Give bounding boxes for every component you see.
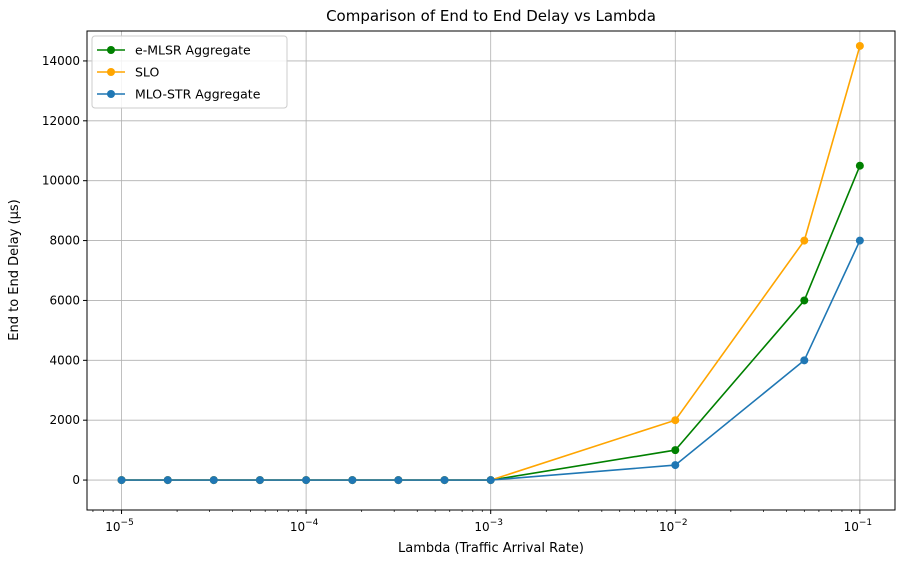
data-point [855, 161, 864, 170]
x-tick-label: 10−1 [844, 518, 873, 534]
x-tick-label: 10−5 [105, 518, 134, 534]
series-line [121, 240, 861, 481]
data-point [855, 236, 864, 245]
y-tick-label: 4000 [49, 353, 80, 367]
x-axis: 10−5 10−4 10−3 10−2 10−1 [92, 510, 873, 534]
chart-title: Comparison of End to End Delay vs Lambda [326, 7, 656, 25]
data-point [348, 476, 357, 485]
x-tick-label: 10−2 [659, 518, 688, 534]
x-tick-label: 10−4 [290, 518, 319, 534]
legend: e-MLSR Aggregate SLO MLO-STR Aggregate [91, 35, 288, 109]
y-tick-label: 8000 [49, 234, 80, 248]
data-point [255, 476, 264, 485]
x-axis-label: Lambda (Traffic Arrival Rate) [398, 541, 584, 556]
y-tick-label: 6000 [49, 293, 80, 307]
y-tick-label: 12000 [42, 114, 80, 128]
x-tick-label: 10−3 [474, 518, 503, 534]
y-axis-label: End to End Delay (µs) [7, 199, 22, 340]
data-point [800, 296, 809, 305]
legend-marker [107, 90, 115, 98]
data-point [486, 476, 495, 485]
legend-marker [107, 68, 115, 76]
legend-marker [107, 46, 115, 54]
legend-label: SLO [135, 65, 159, 80]
legend-label: MLO-STR Aggregate [135, 87, 261, 102]
data-point [671, 446, 680, 455]
data-point [209, 476, 218, 485]
legend-box [91, 35, 288, 109]
data-point [671, 416, 680, 425]
data-point [671, 461, 680, 470]
y-axis: 0 2000 4000 6000 8000 10000 12000 14000 [42, 54, 87, 487]
data-point [302, 476, 311, 485]
grid [87, 31, 895, 510]
data-point [440, 476, 449, 485]
y-tick-label: 10000 [42, 174, 80, 188]
data-point [800, 236, 809, 245]
y-tick-label: 14000 [42, 54, 80, 68]
legend-label: e-MLSR Aggregate [135, 43, 251, 58]
data-point [163, 476, 172, 485]
y-tick-label: 0 [72, 473, 80, 487]
data-point [800, 356, 809, 365]
data-point [117, 476, 126, 485]
data-point [855, 41, 864, 50]
y-tick-label: 2000 [49, 413, 80, 427]
series-layer [117, 41, 864, 485]
data-point [394, 476, 403, 485]
